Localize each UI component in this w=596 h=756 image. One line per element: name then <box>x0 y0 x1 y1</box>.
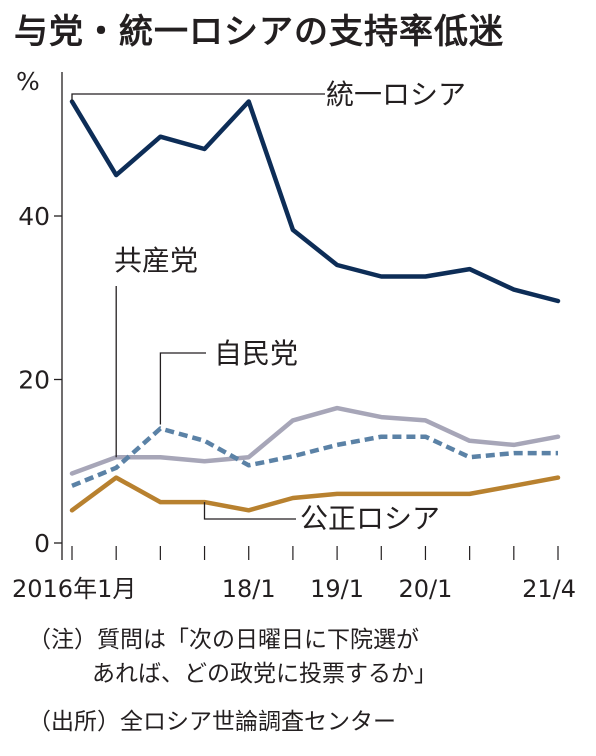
series-leader-line <box>71 93 325 102</box>
series-label: 統一ロシア <box>326 78 466 111</box>
chart-series-lines <box>69 99 561 513</box>
series-leader-line <box>159 352 206 425</box>
y-tick-label: 40 <box>18 202 50 231</box>
x-tick-label: 19/1 <box>310 575 364 603</box>
chart-source: （出所）全ロシア世論調査センター <box>28 709 396 735</box>
y-tick-label: 0 <box>34 529 50 558</box>
y-tick-label: 20 <box>18 366 50 395</box>
series-line-3 <box>71 426 558 488</box>
series-line-2 <box>69 405 561 476</box>
chart-note-line-1: （注）質問は「次の日曜日に下院選が <box>28 627 419 653</box>
series-leader-line <box>203 502 296 520</box>
series-label: 自民党 <box>214 337 298 370</box>
chart-note-line-2: あれば、どの政党に投票するか」 <box>92 661 437 687</box>
series-line-1 <box>69 99 561 304</box>
chart-axes: % 0 20 40 2016年1月 18/1 19/1 20/1 21/4 <box>12 67 576 603</box>
series-line-4 <box>69 475 561 513</box>
x-tick-label: 20/1 <box>399 575 453 603</box>
x-tick-label: 18/1 <box>222 575 276 603</box>
y-axis-unit-label: % <box>16 67 40 96</box>
line-chart: % 0 20 40 2016年1月 18/1 19/1 20/1 21/4 統一ロシア共産党自民… <box>12 67 576 603</box>
x-tick-label: 21/4 <box>522 575 576 603</box>
chart-title: 与党・統一ロシアの支持率低迷 <box>14 12 504 52</box>
x-tick-label: 2016年1月 <box>12 575 136 603</box>
series-label: 公正ロシア <box>300 502 440 535</box>
series-label: 共産党 <box>114 244 198 277</box>
